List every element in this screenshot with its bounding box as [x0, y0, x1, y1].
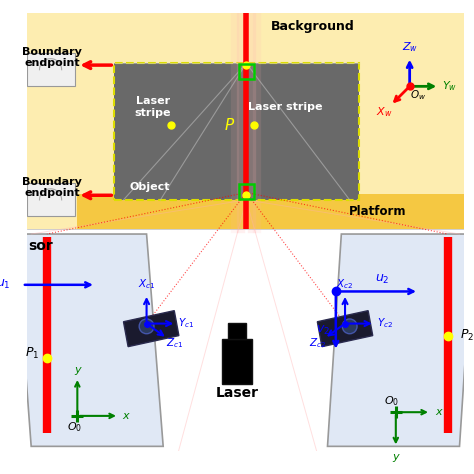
- Text: endpoint: endpoint: [25, 189, 80, 199]
- Text: Platform: Platform: [348, 205, 406, 219]
- Text: $X_w$: $X_w$: [375, 105, 392, 119]
- Text: y: y: [392, 452, 399, 462]
- Text: $u_2$: $u_2$: [374, 273, 389, 286]
- Text: $Z_w$: $Z_w$: [401, 40, 418, 54]
- Polygon shape: [328, 234, 474, 447]
- Text: y: y: [74, 365, 81, 375]
- Text: Laser: Laser: [216, 386, 258, 400]
- Bar: [114, 63, 359, 200]
- Text: Laser stripe: Laser stripe: [248, 102, 322, 112]
- Text: $P_2$: $P_2$: [460, 328, 474, 343]
- Text: $O_0$: $O_0$: [67, 420, 82, 434]
- Text: $v_2$: $v_2$: [316, 324, 330, 337]
- Text: $X_{c2}$: $X_{c2}$: [337, 277, 354, 291]
- Bar: [27, 229, 464, 451]
- Text: $Y_{c2}$: $Y_{c2}$: [377, 317, 393, 330]
- Polygon shape: [16, 234, 163, 447]
- Polygon shape: [124, 310, 179, 346]
- Text: Boundary: Boundary: [22, 177, 82, 187]
- Text: $O_0$: $O_0$: [383, 394, 399, 408]
- Text: $O_w$: $O_w$: [410, 88, 426, 101]
- Text: $P$: $P$: [224, 117, 235, 133]
- Circle shape: [342, 319, 357, 334]
- Bar: [228, 323, 246, 339]
- Text: x: x: [435, 407, 442, 417]
- Bar: [27, 53, 74, 86]
- Text: Laser
stripe: Laser stripe: [135, 96, 171, 118]
- Text: Background: Background: [271, 20, 355, 33]
- Bar: [77, 194, 464, 229]
- Bar: [222, 339, 252, 383]
- Text: $Y_w$: $Y_w$: [442, 80, 457, 93]
- Text: x: x: [122, 411, 128, 421]
- Bar: [27, 13, 464, 229]
- Text: $Z_{c1}$: $Z_{c1}$: [166, 337, 183, 350]
- Bar: [27, 183, 74, 217]
- Text: $Y_{c1}$: $Y_{c1}$: [178, 317, 194, 330]
- Text: Object: Object: [129, 182, 170, 192]
- Bar: [239, 64, 254, 79]
- Text: sor: sor: [28, 239, 53, 253]
- Text: $Z_{c2}$: $Z_{c2}$: [309, 337, 326, 350]
- Text: Boundary: Boundary: [22, 47, 82, 57]
- Polygon shape: [317, 310, 373, 346]
- Circle shape: [139, 319, 154, 334]
- Bar: [239, 184, 254, 199]
- Text: endpoint: endpoint: [25, 58, 80, 68]
- Text: $u_1$: $u_1$: [0, 278, 11, 292]
- Text: $P_1$: $P_1$: [25, 346, 39, 361]
- Text: $X_{c1}$: $X_{c1}$: [138, 277, 155, 291]
